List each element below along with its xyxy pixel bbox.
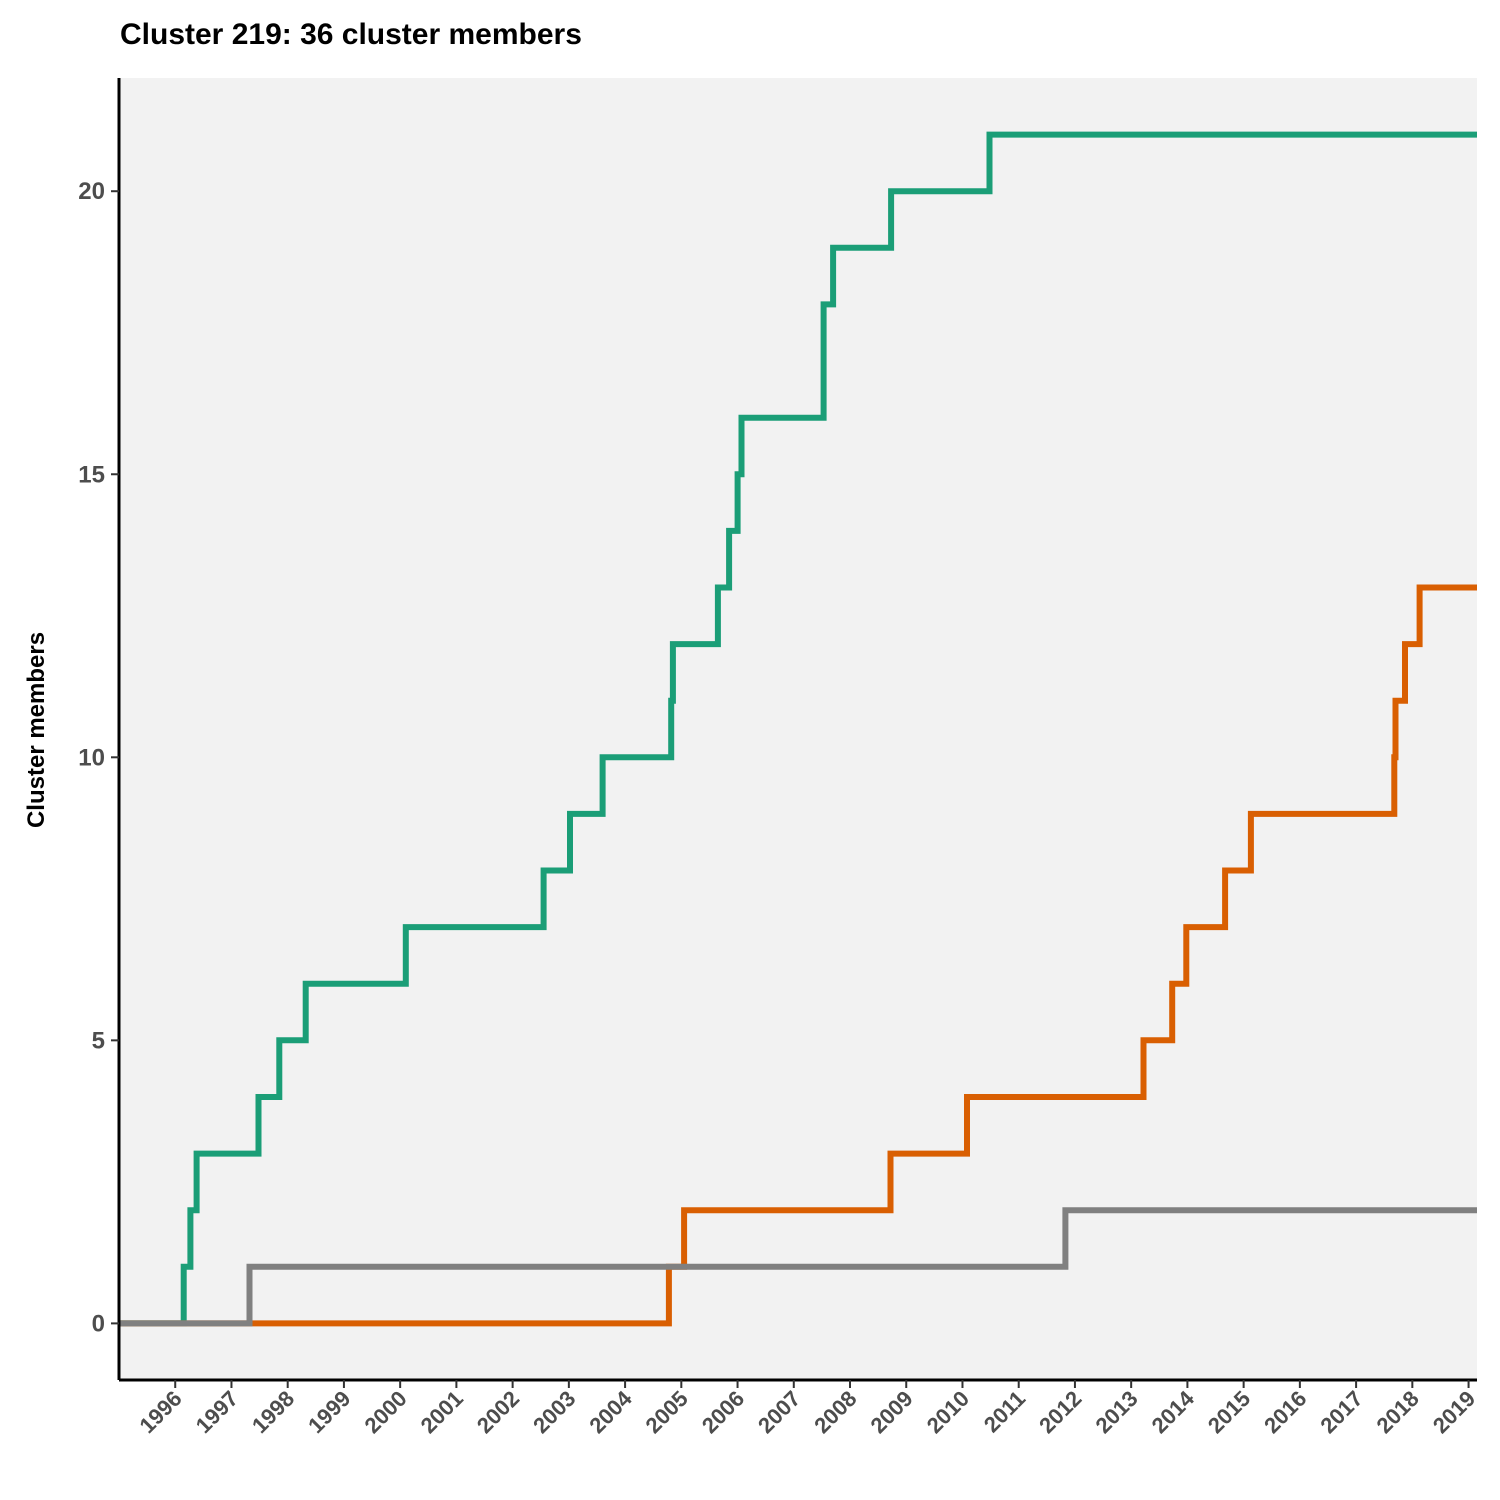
- x-tick-label: 2007: [753, 1386, 805, 1438]
- y-axis-ticks: 0 5 10 15 20: [78, 178, 119, 1337]
- x-tick-label: 1997: [191, 1386, 243, 1438]
- x-tick-label: 1999: [303, 1386, 355, 1438]
- chart-title: Cluster 219: 36 cluster members: [120, 18, 582, 51]
- x-tick-label: 2009: [865, 1386, 917, 1438]
- y-tick-label: 0: [92, 1310, 105, 1337]
- x-tick-label: 1996: [134, 1386, 186, 1438]
- x-tick-label: 2010: [922, 1386, 974, 1438]
- x-tick-label: 2017: [1315, 1386, 1367, 1438]
- x-tick-label: 2018: [1372, 1386, 1424, 1438]
- x-tick-label: 2019: [1428, 1386, 1480, 1438]
- x-tick-label: 2011: [979, 1386, 1030, 1437]
- x-tick-label: 2001: [416, 1386, 468, 1438]
- x-tick-label: 2013: [1090, 1386, 1142, 1438]
- x-tick-label: 2016: [1259, 1386, 1311, 1438]
- plot-background: [119, 78, 1477, 1380]
- x-tick-label: 2015: [1203, 1386, 1255, 1438]
- x-tick-label: 2003: [528, 1386, 580, 1438]
- x-tick-label: 2008: [809, 1386, 861, 1438]
- y-tick-label: 20: [78, 178, 105, 205]
- series-layer: [119, 131, 1477, 1327]
- x-tick-label: 2004: [584, 1385, 637, 1438]
- x-tick-label: 2012: [1034, 1386, 1086, 1438]
- y-tick-label: 10: [78, 744, 105, 771]
- x-tick-label: 2005: [641, 1386, 693, 1438]
- y-axis-title: Cluster members: [23, 632, 50, 828]
- series-line-1: [119, 131, 1477, 1327]
- y-tick-label: 15: [78, 461, 105, 488]
- x-tick-label: 2006: [697, 1386, 749, 1438]
- x-axis-ticks: 1996 1997 1998 1999 2000 2001 2002 2003 2004 2005…: [134, 1380, 1480, 1438]
- series-line-2: [119, 584, 1477, 1327]
- y-tick-label: 5: [92, 1027, 105, 1054]
- x-tick-label: 1998: [247, 1386, 299, 1438]
- x-tick-label: 2014: [1147, 1385, 1200, 1438]
- series-line-3: [119, 1207, 1477, 1327]
- x-tick-label: 2000: [359, 1386, 411, 1438]
- x-tick-label: 2002: [472, 1386, 524, 1438]
